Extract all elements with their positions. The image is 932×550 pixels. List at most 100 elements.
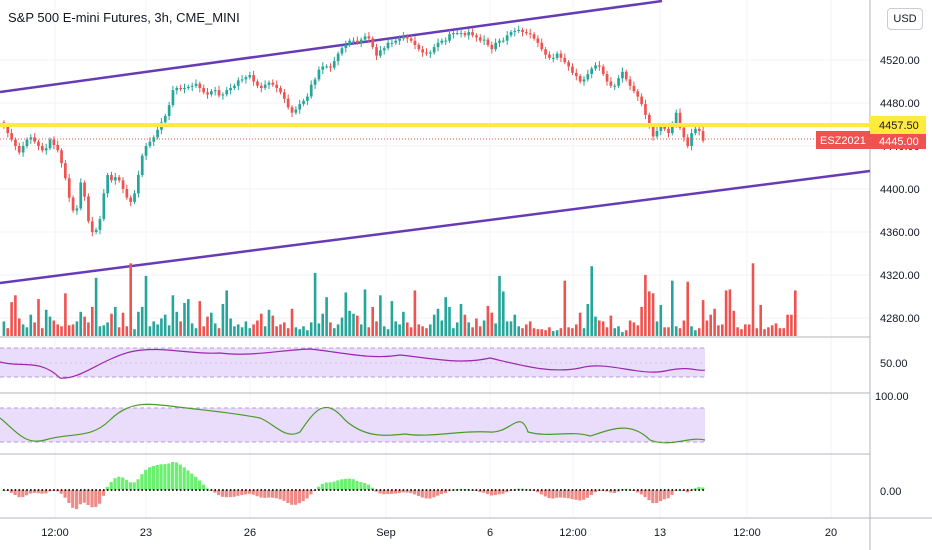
candle-body bbox=[41, 146, 44, 151]
volume-bar bbox=[482, 320, 486, 336]
volume-bar bbox=[390, 301, 394, 336]
macd-bar bbox=[240, 490, 244, 495]
macd-bar bbox=[267, 490, 271, 498]
candle-body bbox=[148, 141, 152, 146]
macd-signal-dot bbox=[652, 489, 654, 491]
macd-signal-dot bbox=[18, 489, 21, 491]
upper-channel-line[interactable] bbox=[0, 0, 663, 94]
macd-bar bbox=[228, 490, 232, 498]
volume-bar bbox=[690, 326, 693, 336]
macd-bar bbox=[566, 490, 570, 499]
candle-body bbox=[244, 77, 248, 80]
volume-bar bbox=[14, 295, 17, 336]
volume-bar bbox=[244, 321, 248, 336]
candle-body bbox=[90, 221, 94, 233]
osc-tick: 100.00 bbox=[875, 391, 909, 403]
candle-body bbox=[413, 40, 417, 45]
volume-bar bbox=[578, 312, 582, 336]
macd-bar bbox=[247, 490, 252, 494]
candle-body bbox=[455, 33, 459, 35]
volume-bar bbox=[321, 313, 324, 336]
price-tick: 4400.00 bbox=[880, 184, 920, 196]
macd-bar bbox=[658, 490, 663, 502]
candle-body bbox=[359, 39, 363, 43]
macd-signal-dot bbox=[414, 489, 416, 491]
macd-signal-dot bbox=[502, 489, 505, 491]
macd-signal-dot bbox=[325, 489, 328, 491]
macd-histogram bbox=[2, 462, 705, 510]
macd-signal-dot bbox=[548, 489, 551, 491]
candle-body bbox=[505, 35, 509, 41]
lower-channel-line[interactable] bbox=[0, 169, 871, 285]
symbol-badge-bg bbox=[816, 131, 870, 149]
macd-signal-dot bbox=[179, 489, 182, 491]
macd-signal-dot bbox=[214, 489, 216, 491]
volume-bar bbox=[778, 328, 782, 336]
candle-body bbox=[240, 79, 244, 81]
price-tick: 4360.00 bbox=[880, 227, 920, 239]
macd-signal-dot bbox=[14, 489, 17, 491]
volume-bar bbox=[747, 324, 751, 336]
volume-bar bbox=[317, 323, 321, 336]
volume-bar bbox=[432, 314, 436, 336]
macd-bar bbox=[370, 487, 374, 490]
macd-signal-dot bbox=[433, 489, 435, 491]
candle-body bbox=[183, 88, 186, 90]
macd-signal-dot bbox=[53, 489, 55, 491]
candle-body bbox=[21, 146, 25, 153]
volume-bar bbox=[60, 326, 63, 336]
volume-bar bbox=[279, 324, 282, 336]
volume-bar bbox=[294, 327, 298, 336]
volume-bar bbox=[29, 314, 33, 336]
macd-signal-dot bbox=[218, 489, 220, 491]
currency-button[interactable]: USD bbox=[887, 8, 923, 30]
volume-bar bbox=[609, 315, 613, 336]
macd-signal-dot bbox=[552, 489, 555, 491]
macd-signal-dot bbox=[272, 489, 274, 491]
candle-body bbox=[210, 91, 213, 95]
volume-bar bbox=[160, 318, 163, 336]
candle-body bbox=[402, 36, 405, 39]
volume-bar bbox=[674, 326, 678, 336]
macd-bar bbox=[224, 490, 228, 498]
macd-signal-dot bbox=[617, 489, 620, 491]
macd-bar bbox=[635, 490, 640, 493]
candle-body bbox=[102, 193, 106, 220]
volume-bar bbox=[348, 310, 351, 336]
macd-bar bbox=[697, 486, 701, 490]
macd-signal-dot bbox=[418, 489, 420, 491]
volume-bar bbox=[590, 266, 593, 336]
macd-signal-dot bbox=[329, 489, 332, 491]
candle-body bbox=[83, 182, 86, 197]
volume-bar bbox=[601, 321, 605, 336]
candle-body bbox=[697, 128, 701, 131]
volume-bar bbox=[421, 326, 424, 336]
macd-signal-dot bbox=[260, 489, 263, 491]
price-tick: 4320.00 bbox=[880, 270, 920, 282]
volume-bar bbox=[382, 326, 386, 336]
macd-signal-dot bbox=[56, 489, 59, 491]
candle-body bbox=[532, 34, 536, 39]
macd-bar bbox=[593, 490, 597, 493]
candle-body bbox=[498, 40, 501, 43]
macd-signal-dot bbox=[387, 489, 389, 491]
volume-bar bbox=[571, 328, 574, 336]
candle-body bbox=[340, 48, 344, 54]
candle-body bbox=[125, 189, 129, 198]
candle-body bbox=[644, 104, 647, 115]
candle-body bbox=[590, 68, 593, 74]
volume-bar bbox=[505, 321, 509, 336]
volume-bar bbox=[521, 328, 524, 336]
candle-body bbox=[502, 40, 505, 42]
macd-signal-dot bbox=[322, 489, 324, 491]
candle-body bbox=[363, 36, 367, 40]
macd-signal-dot bbox=[379, 489, 382, 491]
macd-signal-dot bbox=[644, 489, 647, 491]
macd-signal-dot bbox=[49, 489, 51, 491]
volume-bar bbox=[356, 315, 359, 336]
volume-bar bbox=[406, 322, 409, 336]
macd-bar bbox=[409, 490, 413, 494]
volume-bar bbox=[782, 328, 785, 336]
volume-bar bbox=[598, 320, 601, 336]
